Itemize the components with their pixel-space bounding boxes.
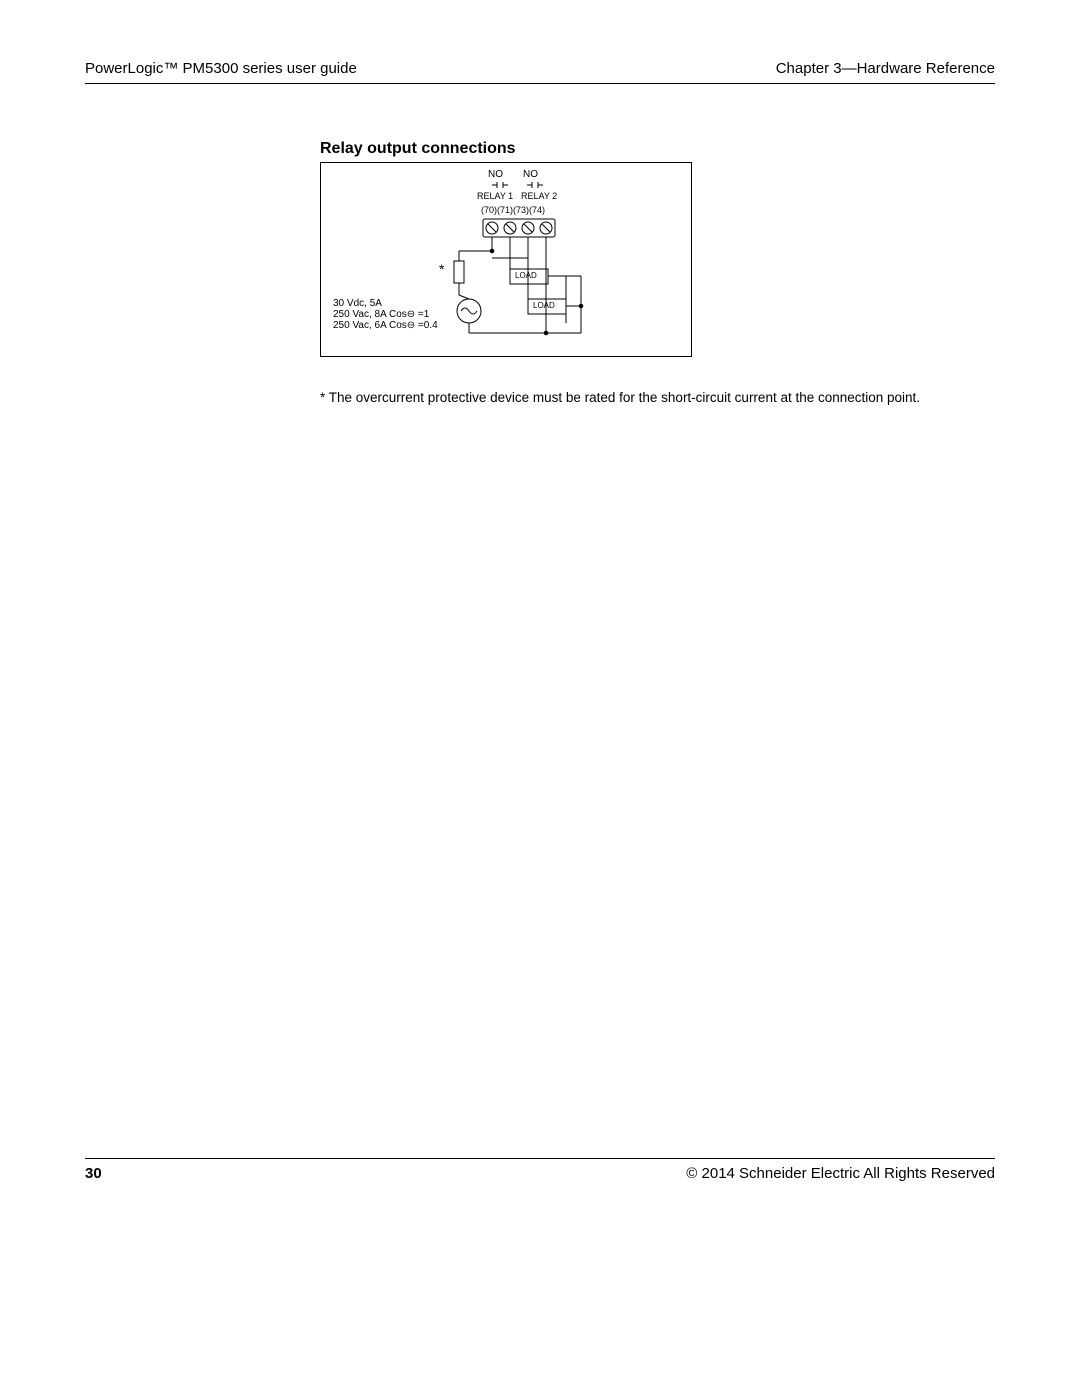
load-2-label: LOAD — [533, 301, 555, 310]
section-title: Relay output connections — [320, 140, 516, 158]
page-footer: 30 © 2014 Schneider Electric All Rights … — [85, 1158, 995, 1182]
contact-no-2: NO — [523, 169, 538, 180]
relay-2-label: RELAY 2 — [521, 191, 557, 201]
page-number: 30 — [85, 1165, 102, 1182]
copyright: © 2014 Schneider Electric All Rights Res… — [686, 1165, 995, 1182]
terminal-numbers: (70)(71)(73)(74) — [481, 205, 545, 215]
contact-no-1: NO — [488, 169, 503, 180]
page-header: PowerLogic™ PM5300 series user guide Cha… — [85, 60, 995, 84]
load-1-label: LOAD — [515, 271, 537, 280]
footnote: * The overcurrent protective device must… — [320, 390, 995, 405]
asterisk-marker: * — [439, 261, 444, 277]
rating-block: 30 Vdc, 5A 250 Vac, 8A Cos⊖ =1 250 Vac, … — [333, 298, 438, 331]
header-right: Chapter 3—Hardware Reference — [776, 60, 995, 77]
relay-diagram: NO NO RELAY 1 RELAY 2 (70)(71)(73)(74) L… — [320, 162, 692, 357]
relay-1-label: RELAY 1 — [477, 191, 513, 201]
header-left: PowerLogic™ PM5300 series user guide — [85, 60, 357, 77]
rating-line-3: 250 Vac, 6A Cos⊖ =0.4 — [333, 320, 438, 331]
rating-line-1: 30 Vdc, 5A — [333, 298, 438, 309]
rating-line-2: 250 Vac, 8A Cos⊖ =1 — [333, 309, 438, 320]
